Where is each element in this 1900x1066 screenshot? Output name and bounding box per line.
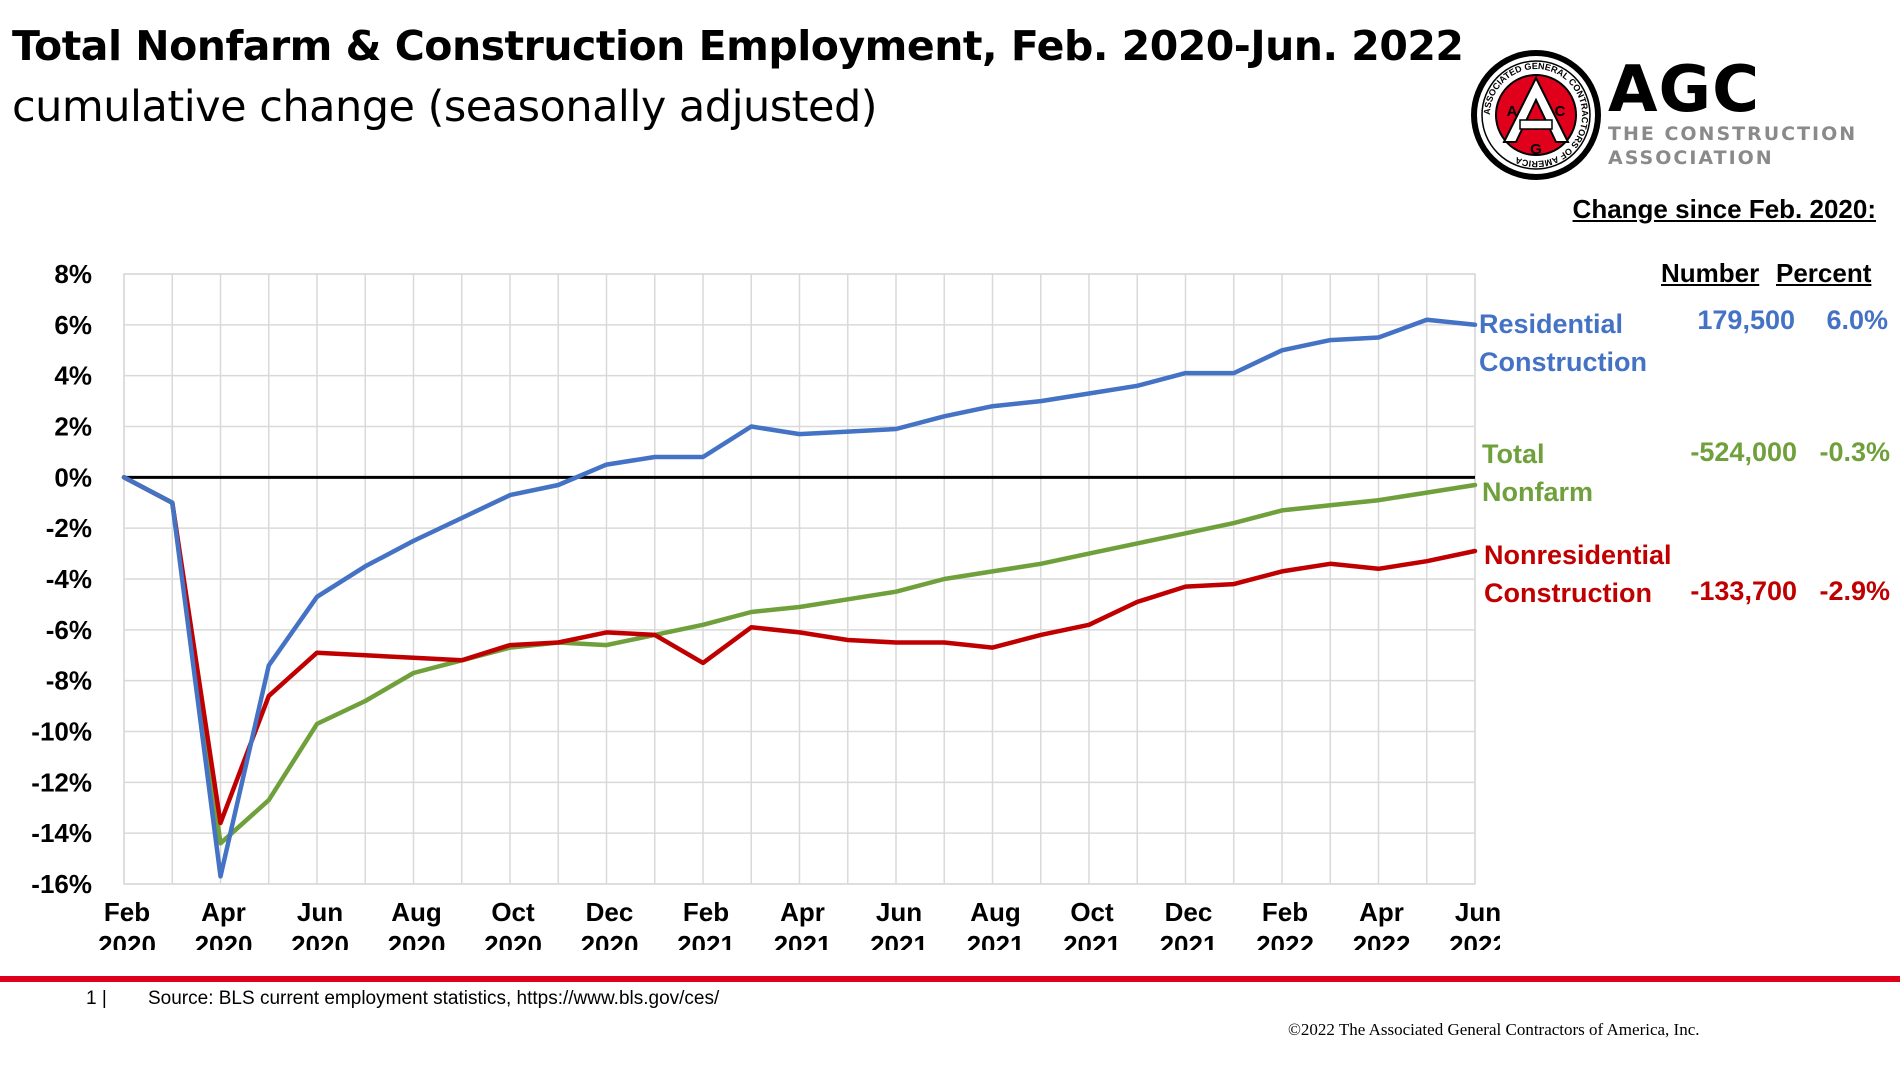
x-tick-year: 2022 — [1449, 930, 1500, 950]
x-tick-year: 2021 — [774, 930, 832, 950]
x-tick-year: 2020 — [98, 930, 156, 950]
x-axis-ticks: Feb 2020 Apr 2020 Jun 2020 Aug 2020 Oct 2020 Dec 20… — [98, 897, 1500, 950]
x-tick-month: Dec — [1165, 897, 1213, 927]
x-tick-month: Feb — [683, 897, 729, 927]
x-tick-month: Jun — [297, 897, 343, 927]
y-tick-label: 2% — [54, 412, 92, 442]
agc-wordmark: AGC THE CONSTRUCTION ASSOCIATION — [1608, 58, 1857, 170]
x-tick-year: 2021 — [1063, 930, 1121, 950]
x-tick-month: Apr — [201, 897, 246, 927]
x-tick-month: Aug — [391, 897, 442, 927]
employment-line-chart: 8% 6% 4% 2% 0% -2% -4% -6% -8% -10% -12% -14% -16% F… — [31, 259, 1500, 950]
y-tick-label: -12% — [31, 767, 92, 797]
copyright: ©2022 The Associated General Contractors… — [1288, 1020, 1700, 1039]
x-tick-year: 2020 — [484, 930, 542, 950]
y-tick-label: -8% — [46, 666, 92, 696]
series-line-nonresidential-construction — [121, 475, 1478, 826]
agc-name: AGC — [1608, 53, 1761, 127]
x-tick-month: Aug — [970, 897, 1021, 927]
x-tick-month: Dec — [586, 897, 634, 927]
seal-letter-c: C — [1555, 103, 1566, 120]
summary-heading: Change since Feb. 2020: — [1572, 194, 1876, 224]
y-tick-label: 4% — [54, 361, 92, 391]
nonresidential-percent: -2.9% — [1819, 576, 1890, 606]
agc-tagline-1: THE CONSTRUCTION — [1608, 123, 1858, 145]
col-number-header: Number — [1661, 258, 1760, 288]
x-tick-year: 2021 — [967, 930, 1025, 950]
chart-series — [121, 317, 1478, 879]
nonresidential-number: -133,700 — [1690, 576, 1797, 606]
chart-grid — [123, 273, 1476, 885]
residential-label: Residential Construction — [1479, 309, 1647, 377]
x-tick-month: Oct — [1070, 897, 1114, 927]
x-tick-month: Jun — [1455, 897, 1500, 927]
y-tick-label: 0% — [54, 462, 92, 492]
chart-subtitle: cumulative change (seasonally adjusted) — [12, 82, 878, 132]
x-tick-month: Apr — [1359, 897, 1404, 927]
x-tick-year: 2020 — [195, 930, 253, 950]
x-tick-month: Oct — [491, 897, 535, 927]
seal-letter-g: G — [1530, 141, 1542, 158]
x-tick-month: Feb — [104, 897, 150, 927]
y-tick-label: -14% — [31, 818, 92, 848]
y-axis-ticks: 8% 6% 4% 2% 0% -2% -4% -6% -8% -10% -12% -14% -16% — [31, 259, 92, 899]
x-tick-month: Apr — [780, 897, 825, 927]
nonfarm-label: Total Nonfarm — [1482, 439, 1594, 507]
x-tick-year: 2022 — [1256, 930, 1314, 950]
nonresidential-label: Nonresidential Construction — [1484, 540, 1672, 608]
source-note: Source: BLS current employment statistic… — [148, 988, 720, 1009]
agc-seal-icon: A G C ASSOCIATED GENERAL CONTRACTORS OF … — [1471, 50, 1601, 180]
x-tick-year: 2020 — [291, 930, 349, 950]
col-percent-header: Percent — [1776, 258, 1872, 288]
x-tick-month: Feb — [1262, 897, 1308, 927]
y-tick-label: 8% — [54, 259, 92, 289]
y-tick-label: -2% — [46, 513, 92, 543]
y-tick-label: -10% — [31, 717, 92, 747]
series-line-residential-construction — [121, 317, 1478, 879]
nonfarm-number: -524,000 — [1690, 437, 1797, 467]
x-tick-year: 2022 — [1353, 930, 1411, 950]
agc-tagline-2: ASSOCIATION — [1608, 147, 1774, 169]
page-number: 1 | — [86, 988, 107, 1009]
x-tick-year: 2021 — [677, 930, 735, 950]
residential-percent: 6.0% — [1826, 305, 1888, 335]
y-tick-label: -16% — [31, 869, 92, 899]
y-tick-label: 6% — [54, 310, 92, 340]
footer-divider — [0, 976, 1900, 982]
series-line-total-nonfarm — [121, 475, 1478, 846]
chart-title: Total Nonfarm & Construction Employment,… — [12, 22, 1464, 70]
seal-letter-a: A — [1507, 103, 1518, 120]
x-tick-year: 2020 — [388, 930, 446, 950]
agc-logo: A G C ASSOCIATED GENERAL CONTRACTORS OF … — [1471, 50, 1601, 180]
nonfarm-percent: -0.3% — [1819, 437, 1890, 467]
x-tick-year: 2020 — [581, 930, 639, 950]
y-tick-label: -4% — [46, 564, 92, 594]
residential-number: 179,500 — [1697, 305, 1795, 335]
y-tick-label: -6% — [46, 615, 92, 645]
x-tick-month: Jun — [876, 897, 922, 927]
x-tick-year: 2021 — [870, 930, 928, 950]
x-tick-year: 2021 — [1160, 930, 1218, 950]
